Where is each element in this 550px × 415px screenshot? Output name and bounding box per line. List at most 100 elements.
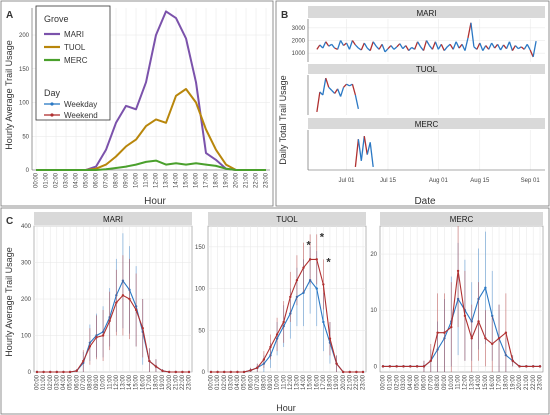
panel-b-segment-mari: [328, 43, 333, 47]
panel-c-mari-x-tick-label: 23:00: [187, 374, 193, 390]
panel-c-point-tuol-weekend: [242, 370, 246, 374]
panel-c-mari-y-tick-label: 300: [21, 261, 32, 267]
panel-c-point-mari-weekend: [154, 365, 158, 368]
panel-b-segment-mari: [523, 43, 528, 50]
legend-label-mari: MARI: [64, 30, 84, 39]
panel-c-point-mari-weekend: [148, 359, 151, 363]
panel-c-point-merc-weekend: [395, 365, 398, 368]
panel-c-ylabel: Hourly Average Trail Usage: [4, 247, 14, 356]
panel-b-segment-mari: [455, 41, 460, 49]
panel-c-tuol-x-tick-label: 08:00: [261, 374, 267, 390]
panel-c-tuol-x-tick-label: 19:00: [334, 374, 340, 390]
panel-c-merc-x-tick-label: 17:00: [497, 374, 503, 390]
panel-b-strip-title-tuol: TUOL: [416, 65, 438, 74]
panel-c-point-tuol-weekend: [209, 370, 213, 374]
panel-a-y-tick-label: 50: [22, 134, 29, 140]
legend-label-weekend: Weekend: [64, 111, 98, 120]
panel-c-point-merc-weekend: [381, 365, 385, 368]
panel-c-tuol-x-tick-label: 09:00: [268, 374, 274, 390]
panel-b-segment-mari: [316, 44, 321, 50]
panel-c-point-merc-weekend: [443, 331, 446, 334]
legend-day-items: Weekday Weekend: [44, 100, 98, 120]
panel-c-point-merc-weekend: [415, 365, 419, 368]
panel-b-segment-mari: [508, 41, 514, 51]
panel-c-frame: [0, 207, 550, 415]
panel-a-x-tick-label: 02:00: [54, 172, 60, 188]
panel-b-segment-mari: [479, 42, 484, 51]
panel-b-segment-tuol: [316, 91, 321, 113]
panel-c-point-tuol-weekend: [328, 337, 332, 340]
panel-c-mari-x-tick-label: 07:00: [81, 374, 87, 390]
panel-a-frame: [0, 0, 274, 207]
panel-a-line-merc: [36, 159, 266, 171]
panel-c-point-mari-weekend: [88, 345, 92, 348]
panel-c-merc-x-tick-label: 11:00: [456, 374, 462, 389]
panel-c-mari-x-tick-label: 09:00: [94, 374, 100, 390]
legend-grove-items: MARI TUOL MERC: [44, 30, 88, 65]
panel-b-x-tick-label: Aug 01: [429, 178, 449, 184]
panel-c-point-mari-weekend: [161, 369, 164, 373]
panel-a-x-tick-label: 19:00: [224, 172, 230, 188]
panel-c-mari-x-tick-label: 15:00: [134, 374, 140, 390]
panel-c-point-merc-weekend: [525, 365, 528, 368]
panel-c-significance-marker: *: [326, 256, 331, 268]
panel-b-segment-mari: [417, 41, 422, 48]
panel-b-segment-mari: [319, 44, 324, 49]
panel-c-point-merc-weekend: [477, 320, 480, 323]
panel-b-segment-mari: [360, 42, 365, 51]
panel-c-point-mari-weekend: [35, 370, 39, 374]
panel-c-tuol-x-tick-label: 11:00: [281, 374, 287, 389]
panel-b-segment-tuol: [328, 86, 333, 91]
panel-c-point-mari-weekend: [128, 297, 131, 301]
panel-b-strip-title-mari: MARI: [417, 9, 437, 18]
panel-c-point-mari-weekend: [174, 370, 177, 374]
panel-b-segment-mari: [340, 40, 345, 46]
panel-c-merc-x-tick-label: 16:00: [490, 374, 496, 390]
panel-a-xlabel: Hour: [144, 196, 166, 207]
panel-a-y-tick-label: 0: [26, 168, 30, 174]
panel-c-point-merc-weekend: [463, 314, 467, 318]
panel-c-strip-title-merc: MERC: [450, 215, 474, 224]
panel-c-mari-x-tick-label: 13:00: [120, 374, 126, 390]
panel-c-point-merc-weekend: [409, 365, 412, 368]
panel-b-segment-mari: [476, 42, 481, 50]
panel-b-segment-mari: [348, 40, 354, 50]
panel-b-segment-mari: [393, 46, 398, 50]
panel-b-segment-mari: [517, 46, 522, 50]
panel-b-segment-mari: [511, 45, 516, 51]
panel-c-significance-marker: *: [320, 231, 325, 243]
panel-c-merc-x-tick-label: 15:00: [483, 374, 489, 390]
panel-b-segment-mari: [500, 44, 505, 51]
panel-c-merc-x-tick-label: 04:00: [408, 374, 414, 390]
panel-b-segment-mari: [369, 41, 374, 51]
panel-b-segment-tuol: [337, 88, 342, 97]
panel-c-point-merc-weekday: [491, 314, 494, 318]
panel-b-segment-tuol: [339, 87, 345, 97]
panel-c-tuol-y-tick-label: 100: [195, 287, 206, 293]
panel-b-segment-tuol: [346, 83, 350, 87]
panel-c-letter: C: [6, 216, 13, 227]
panel-c-tuol-x-tick-label: 22:00: [354, 374, 360, 390]
panel-c-tuol-x-tick-label: 17:00: [321, 374, 327, 390]
panel-c-mari-x-tick-label: 19:00: [160, 374, 166, 390]
panel-b-segment-mari: [494, 43, 499, 49]
legend-label-weekday: Weekday: [64, 100, 97, 109]
panel-c-point-tuol-weekend: [335, 362, 338, 365]
panel-b-segment-mari: [422, 40, 428, 51]
panel-b-segment-tuol: [334, 88, 339, 94]
panel-a-y-tick-label: 150: [19, 67, 30, 73]
panel-b-segment-mari: [434, 41, 439, 50]
panel-c-merc-y-tick-label: 0: [374, 364, 378, 370]
panel-c-point-mari-weekend: [42, 370, 45, 374]
panel-c-mari-x-tick-label: 00:00: [35, 374, 41, 390]
panel-b-segment-mari: [402, 45, 407, 50]
panel-c-mari-x-tick-label: 08:00: [87, 374, 93, 390]
panel-b-y-tick-label: 1000: [292, 51, 306, 57]
panel-c-plot-frame-tuol: [207, 225, 367, 373]
panel-b-segment-mari: [384, 48, 389, 53]
panel-c-merc-x-tick-label: 21:00: [524, 374, 530, 390]
panel-c-point-merc-weekend: [504, 331, 508, 334]
panel-c-point-merc-weekend: [511, 359, 514, 362]
panel-c-mari-x-tick-label: 10:00: [101, 374, 107, 390]
panel-c-tuol-x-tick-label: 03:00: [228, 374, 234, 390]
